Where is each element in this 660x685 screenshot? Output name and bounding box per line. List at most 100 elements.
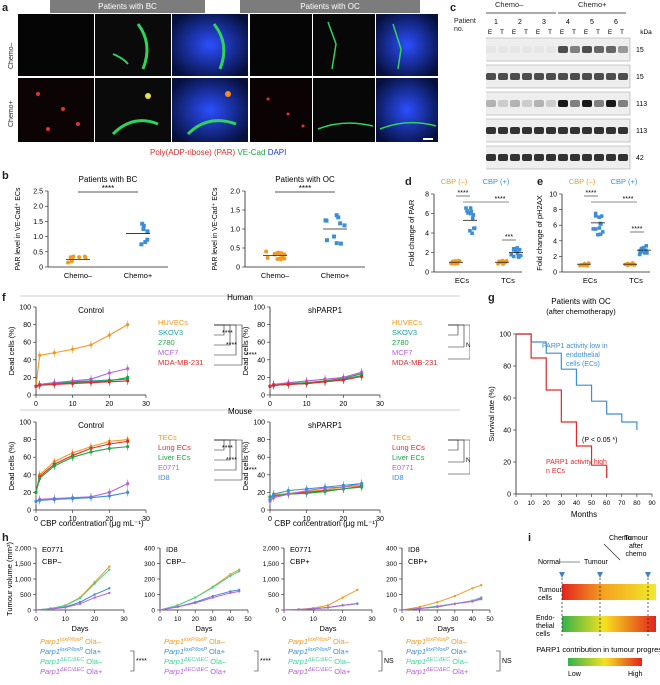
h-ytick-label: 2,000 xyxy=(15,546,32,553)
h-ytick-label: 200 xyxy=(386,577,397,584)
f-ytick-label: 20 xyxy=(23,490,31,497)
blot-band xyxy=(606,154,616,161)
de-sig: **** xyxy=(586,190,597,197)
h-xtick-label: 10 xyxy=(416,616,424,623)
blot-band xyxy=(618,73,628,80)
blot-band xyxy=(534,73,544,80)
i-arrowhead xyxy=(559,572,565,578)
g-ytick-label: 40 xyxy=(503,428,511,435)
h-ytick-label: 100 xyxy=(144,592,155,599)
h-ytick-label: 0 xyxy=(275,608,279,615)
b-point xyxy=(334,241,339,246)
blot-band xyxy=(618,100,628,107)
f-legend-item: Liver ECs xyxy=(392,453,425,462)
i-caption: PARP1 contribution in tumour progression xyxy=(536,645,660,654)
de-point xyxy=(593,211,598,216)
i-chemo-arrow xyxy=(603,543,621,561)
de-point xyxy=(469,211,473,216)
f-point xyxy=(38,498,42,502)
h-point xyxy=(471,600,474,603)
de-point xyxy=(471,213,476,217)
h-series-line xyxy=(159,570,240,611)
de-point xyxy=(515,246,519,250)
h-point xyxy=(341,604,344,607)
blot-band xyxy=(534,100,544,107)
h-ytick-label: 1,500 xyxy=(15,561,32,568)
lane-label: E xyxy=(536,29,541,36)
g-title: Patients with OC xyxy=(551,297,611,306)
h-point xyxy=(238,570,241,573)
h-ytick-label: 1,000 xyxy=(263,577,280,584)
de-point xyxy=(509,252,514,257)
g-high-label: PARP1 activity high n ECs xyxy=(546,459,609,475)
de-point xyxy=(516,254,521,258)
h-xtick-label: 20 xyxy=(192,616,200,623)
blot-band xyxy=(486,100,496,107)
b-point xyxy=(282,256,287,261)
b-point xyxy=(334,213,339,218)
f-ytick-label: 20 xyxy=(257,375,265,382)
h-xtick-label: 0 xyxy=(400,616,404,623)
h-point xyxy=(436,601,439,604)
f-xlabel: CBP concentration (μg mL⁻¹) xyxy=(40,519,144,528)
f-xtick-label: 10 xyxy=(69,516,77,523)
f-sig: **** xyxy=(222,445,233,452)
h-point xyxy=(229,591,232,595)
h-xtick-label: 20 xyxy=(434,616,442,623)
bc-pos-ve xyxy=(95,78,171,142)
h-legend-item: Parp1ΔEC/ΔEC Ola– xyxy=(288,657,351,666)
f-xtick-label: 20 xyxy=(105,516,113,523)
de-cat-label: TCs xyxy=(501,276,515,285)
g-xtick-label: 50 xyxy=(588,500,596,507)
de-ytick-label: 2 xyxy=(553,254,557,261)
f-legend-item: Liver ECs xyxy=(158,453,191,462)
blot-band xyxy=(570,73,580,80)
bc-neg-ve xyxy=(95,14,171,76)
g-xtick-label: 10 xyxy=(527,500,535,507)
f-series-line xyxy=(35,440,128,493)
kda-unit: kDa xyxy=(640,29,652,36)
i-tumour-after-2: after xyxy=(629,543,644,550)
bc-pos-par xyxy=(18,78,94,142)
b-title: Patients with BC xyxy=(79,175,138,184)
h-series-line xyxy=(159,569,240,611)
h-sig: **** xyxy=(136,658,147,665)
h-bracket xyxy=(496,650,501,672)
b-ytick-label: 0 xyxy=(39,265,43,272)
blot-band xyxy=(570,100,580,107)
oc-neg-ve xyxy=(313,14,375,76)
b-sig: **** xyxy=(299,184,311,193)
b-point xyxy=(83,255,88,260)
row-chemo-plus: Chemo+ xyxy=(8,100,15,127)
f-subtitle: shPARP1 xyxy=(308,306,343,315)
blot-band xyxy=(594,46,604,53)
b-point xyxy=(145,229,150,234)
f-point xyxy=(341,483,345,487)
blot-band xyxy=(534,127,544,134)
blot-band xyxy=(486,46,496,53)
h-legend-item: Parp1loxP/loxP Ola+ xyxy=(40,647,102,656)
f-xtick-label: 10 xyxy=(303,516,311,523)
blot-band xyxy=(546,154,556,161)
f-ytick-label: 40 xyxy=(23,472,31,479)
blot-band xyxy=(606,73,616,80)
panel-g-chart: Patients with OC(after chemotherapy) 0 20 4… xyxy=(487,297,656,519)
f-xtick-label: 30 xyxy=(376,516,384,523)
de-ylabel: Fold change of pH2AX xyxy=(535,195,544,270)
f-xtick-label: 20 xyxy=(105,401,113,408)
de-point xyxy=(469,209,474,214)
de-sig: **** xyxy=(458,190,469,197)
de-point xyxy=(596,232,600,237)
i-low: Low xyxy=(568,671,582,678)
f-ytick-label: 0 xyxy=(27,393,31,400)
b-point xyxy=(275,256,280,261)
blot-band xyxy=(534,154,544,161)
h-xtick-label: 0 xyxy=(34,616,38,623)
blot-band xyxy=(546,73,556,80)
de-cat-label: TCs xyxy=(629,276,643,285)
g-xtick-label: 40 xyxy=(573,500,581,507)
blot-band xyxy=(546,127,556,134)
f-ytick-label: 40 xyxy=(257,472,265,479)
h-point xyxy=(436,605,439,609)
